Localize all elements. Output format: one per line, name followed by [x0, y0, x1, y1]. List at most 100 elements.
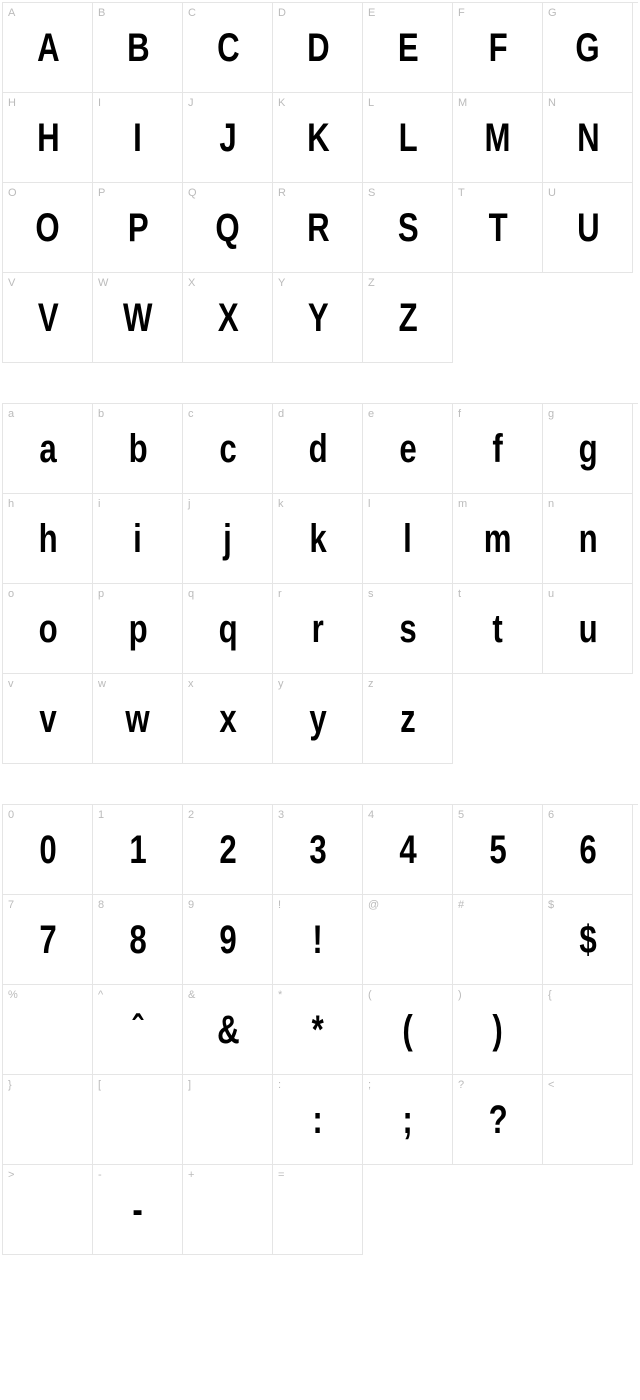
glyph-cell-label: 7	[8, 899, 14, 911]
glyph-cell-glyph: w	[126, 699, 149, 739]
glyph-cell: bb	[93, 404, 183, 494]
glyph-cell-label: r	[278, 588, 282, 600]
glyph-cell: PP	[93, 183, 183, 273]
glyph-cell-label: [	[98, 1079, 101, 1091]
glyph-cell: ss	[363, 584, 453, 674]
glyph-cell: TT	[453, 183, 543, 273]
glyph-cell-label: *	[278, 989, 282, 1001]
glyph-cell: ((	[363, 985, 453, 1075]
glyph-cell-label: :	[278, 1079, 281, 1091]
glyph-cell-glyph: J	[219, 118, 236, 158]
glyph-cell: BB	[93, 3, 183, 93]
glyph-cell: WW	[93, 273, 183, 363]
glyph-cell: JJ	[183, 93, 273, 183]
glyph-cell-label: n	[548, 498, 554, 510]
glyph-cell-glyph: D	[307, 28, 329, 68]
glyph-cell: oo	[3, 584, 93, 674]
glyph-cell: KK	[273, 93, 363, 183]
glyph-cell-label: <	[548, 1079, 554, 1091]
glyph-cell-glyph: U	[577, 208, 599, 248]
glyph-cell: $$	[543, 895, 633, 985]
glyph-cell-glyph: p	[128, 609, 146, 649]
glyph-cell: NN	[543, 93, 633, 183]
glyph-cell-label: %	[8, 989, 18, 1001]
glyph-cell-label: 0	[8, 809, 14, 821]
glyph-cell: OO	[3, 183, 93, 273]
glyph-cell: VV	[3, 273, 93, 363]
glyph-cell-label: N	[548, 97, 556, 109]
glyph-cell-label: l	[368, 498, 370, 510]
glyph-cell-label: H	[8, 97, 16, 109]
glyph-grid: aabbccddeeffgghhiijjkkllmmnnooppqqrrsstt…	[2, 403, 638, 764]
glyph-cell: 33	[273, 805, 363, 895]
glyph-cell-label: )	[458, 989, 462, 1001]
glyph-cell-label: o	[8, 588, 14, 600]
glyph-cell: vv	[3, 674, 93, 764]
glyph-cell-label: 4	[368, 809, 374, 821]
glyph-cell-label: 8	[98, 899, 104, 911]
glyph-cell-label: m	[458, 498, 467, 510]
glyph-cell: 00	[3, 805, 93, 895]
glyph-cell-glyph: W	[123, 298, 152, 338]
glyph-cell: 77	[3, 895, 93, 985]
glyph-cell-glyph: N	[577, 118, 599, 158]
glyph-cell-glyph: b	[128, 429, 146, 469]
glyph-cell-glyph: 2	[219, 830, 236, 870]
glyph-cell-label: f	[458, 408, 461, 420]
glyph-cell-glyph: x	[219, 699, 236, 739]
glyph-cell: HH	[3, 93, 93, 183]
glyph-cell-glyph: i	[134, 519, 142, 559]
glyph-cell-glyph: 4	[399, 830, 416, 870]
glyph-cell-label: I	[98, 97, 101, 109]
glyph-cell: qq	[183, 584, 273, 674]
glyph-cell: ))	[453, 985, 543, 1075]
glyph-cell: nn	[543, 494, 633, 584]
glyph-cell-glyph: !	[313, 920, 323, 960]
glyph-cell-label: P	[98, 187, 105, 199]
glyph-cell: ww	[93, 674, 183, 764]
glyph-cell-label: >	[8, 1169, 14, 1181]
glyph-cell-glyph: Z	[398, 298, 416, 338]
glyph-cell-label: Y	[278, 277, 285, 289]
glyph-cell-glyph: M	[485, 118, 510, 158]
glyph-cell: =	[273, 1165, 363, 1255]
glyph-cell: pp	[93, 584, 183, 674]
glyph-cell-empty	[453, 273, 543, 363]
glyph-cell-label: F	[458, 7, 465, 19]
glyph-cell-glyph: R	[307, 208, 329, 248]
glyph-cell: hh	[3, 494, 93, 584]
glyph-cell-empty	[543, 1165, 633, 1255]
glyph-cell: ZZ	[363, 273, 453, 363]
glyph-cell: AA	[3, 3, 93, 93]
glyph-cell-label: ^	[98, 989, 103, 1001]
glyph-cell-glyph: d	[308, 429, 326, 469]
glyph-cell-glyph: ˆ	[133, 1010, 143, 1050]
glyph-cell-label: G	[548, 7, 557, 19]
glyph-cell-glyph: 5	[489, 830, 506, 870]
glyph-cell-glyph: T	[488, 208, 506, 248]
glyph-cell-label: d	[278, 408, 284, 420]
glyph-cell: ??	[453, 1075, 543, 1165]
glyph-cell-glyph: V	[37, 298, 57, 338]
glyph-cell-glyph: C	[217, 28, 239, 68]
glyph-cell-glyph: y	[309, 699, 326, 739]
glyph-cell: %	[3, 985, 93, 1075]
glyph-cell: tt	[453, 584, 543, 674]
glyph-cell-glyph: B	[127, 28, 149, 68]
glyph-cell-label: q	[188, 588, 194, 600]
glyph-cell-label: 6	[548, 809, 554, 821]
glyph-cell-label: #	[458, 899, 464, 911]
glyph-cell-glyph: *	[312, 1010, 323, 1050]
glyph-cell-label: 9	[188, 899, 194, 911]
glyph-cell-glyph: 7	[39, 920, 56, 960]
glyph-cell-label: W	[98, 277, 108, 289]
glyph-cell: SS	[363, 183, 453, 273]
glyph-cell-empty	[543, 674, 633, 764]
glyph-grid: 00112233445566778899!!@#$$%^ˆ&&**(()){}[…	[2, 804, 638, 1255]
glyph-cell-glyph: 6	[579, 830, 596, 870]
glyph-cell-label: x	[188, 678, 194, 690]
glyph-cell-label: M	[458, 97, 467, 109]
glyph-cell: 66	[543, 805, 633, 895]
glyph-cell-empty	[453, 674, 543, 764]
glyph-cell-glyph: e	[399, 429, 416, 469]
